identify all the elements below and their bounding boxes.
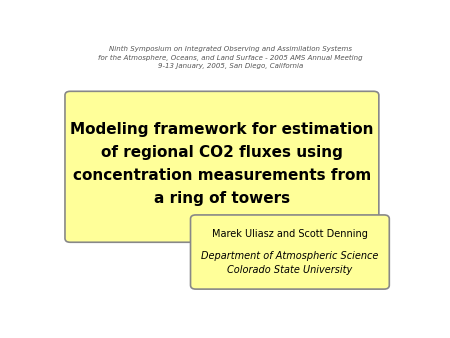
Text: Department of Atmospheric Science
Colorado State University: Department of Atmospheric Science Colora… bbox=[201, 251, 378, 275]
Text: Ninth Symposium on Integrated Observing and Assimilation Systems
for the Atmosph: Ninth Symposium on Integrated Observing … bbox=[98, 46, 363, 69]
FancyBboxPatch shape bbox=[190, 215, 389, 289]
Text: Modeling framework for estimation
of regional CO2 fluxes using
concentration mea: Modeling framework for estimation of reg… bbox=[70, 122, 373, 206]
Text: Marek Uliasz and Scott Denning: Marek Uliasz and Scott Denning bbox=[212, 230, 368, 239]
FancyBboxPatch shape bbox=[65, 91, 379, 242]
